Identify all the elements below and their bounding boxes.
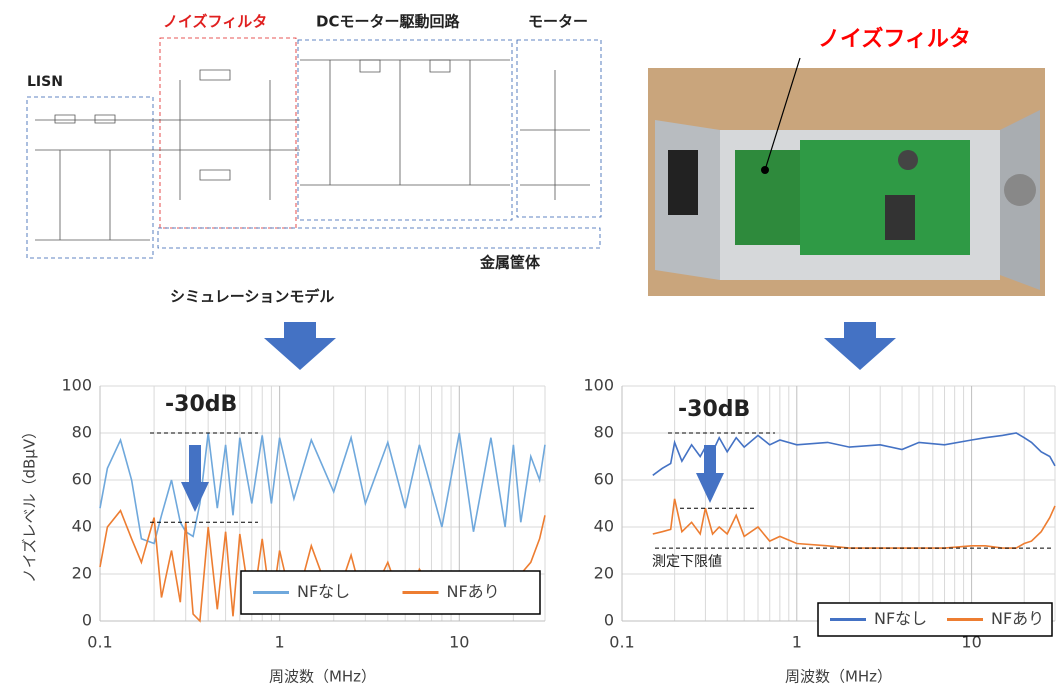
y-tick-label: 60 bbox=[594, 470, 614, 489]
legend-label: NFあり bbox=[991, 609, 1044, 628]
y-tick-label: 20 bbox=[594, 564, 614, 583]
y-tick-label: 60 bbox=[72, 470, 92, 489]
down-arrow bbox=[824, 322, 896, 370]
annotation: -30dB bbox=[165, 392, 237, 417]
schematic-caption: シミュレーションモデル bbox=[170, 288, 334, 306]
y-tick-label: 100 bbox=[583, 376, 614, 395]
y-tick-label: 40 bbox=[72, 517, 92, 536]
motor-box bbox=[517, 40, 601, 217]
motor-label: モーター bbox=[528, 13, 588, 31]
x-tick-label: 0.1 bbox=[609, 633, 634, 652]
schematic bbox=[27, 38, 601, 258]
driver-label: DCモーター駆動回路 bbox=[316, 13, 460, 31]
series-line bbox=[653, 499, 1055, 548]
x-axis-label: 周波数（MHz） bbox=[785, 668, 892, 686]
circuit-wires bbox=[35, 60, 590, 240]
x-tick-label: 1 bbox=[275, 633, 285, 652]
legend-label: NFあり bbox=[447, 582, 500, 601]
x-tick-label: 10 bbox=[449, 633, 469, 652]
x-tick-label: 0.1 bbox=[87, 633, 112, 652]
y-tick-label: 20 bbox=[72, 564, 92, 583]
y-tick-label: 80 bbox=[72, 423, 92, 442]
y-tick-label: 0 bbox=[82, 611, 92, 630]
annotation: 測定下限値 bbox=[652, 554, 722, 570]
filter-label: ノイズフィルタ bbox=[163, 13, 267, 31]
y-tick-label: 100 bbox=[61, 376, 92, 395]
photo bbox=[648, 68, 1045, 296]
case-label: 金属筐体 bbox=[479, 254, 541, 272]
legend-label: NFなし bbox=[874, 609, 927, 628]
y-tick-label: 0 bbox=[604, 611, 614, 630]
down-arrow bbox=[264, 322, 336, 370]
lisn-label: LISN bbox=[27, 74, 63, 90]
figure: LISN ノイズフィルタ DCモーター駆動回路 モーター 金属筐体 シミュレーシ… bbox=[0, 0, 1057, 688]
reduction-arrow bbox=[696, 445, 724, 503]
legend-label: NFなし bbox=[297, 582, 350, 601]
photo-label: ノイズフィルタ bbox=[818, 26, 971, 52]
y-tick-label: 80 bbox=[594, 423, 614, 442]
photo-pointer-dot bbox=[761, 166, 769, 174]
x-tick-label: 1 bbox=[792, 633, 802, 652]
case-box bbox=[158, 228, 600, 248]
lisn-box bbox=[27, 97, 153, 258]
y-tick-label: 40 bbox=[594, 517, 614, 536]
x-axis-label: 周波数（MHz） bbox=[269, 668, 376, 686]
y-axis-label: ノイズレベル（dBμV） bbox=[21, 424, 39, 583]
annotation: -30dB bbox=[678, 397, 750, 422]
